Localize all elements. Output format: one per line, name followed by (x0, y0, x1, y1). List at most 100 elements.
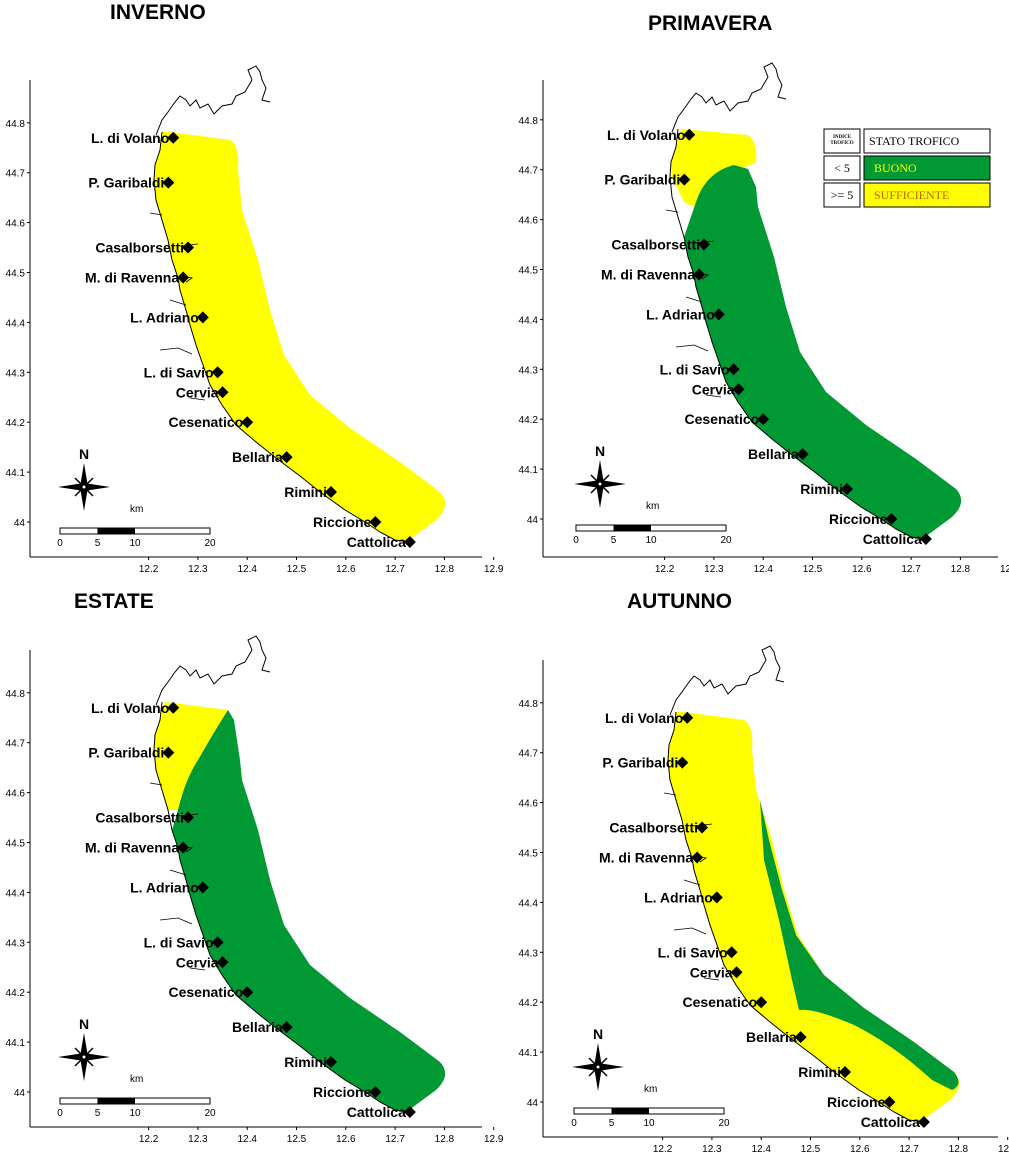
station-label: Cesenatico (168, 414, 243, 430)
diamond-icon (196, 881, 209, 894)
diamond-icon (917, 1115, 930, 1128)
diamond-icon (696, 821, 709, 834)
diamond-icon (369, 1086, 382, 1098)
y-tick-label: 44.4 (6, 318, 26, 329)
coastline-north (671, 62, 787, 133)
station-label: L. di Volano (607, 127, 685, 143)
station-marker: Cattolica (347, 534, 416, 550)
station-label: Casalborsetti (95, 810, 184, 826)
x-tick-label: 12.9 (1000, 564, 1009, 575)
y-tick-label: 44.4 (519, 898, 539, 909)
station-label: Bellaria (748, 446, 799, 462)
station-marker: Bellaria (748, 446, 809, 462)
diamond-icon (325, 1056, 338, 1069)
scale-tick-label: 20 (204, 538, 216, 549)
panel-autunno: AUTUNNO44.844.744.644.544.444.344.244.14… (519, 590, 1009, 1155)
y-tick-label: 44.1 (519, 465, 539, 476)
station-label: Cattolica (347, 534, 406, 550)
y-tick-label: 44.1 (6, 1038, 26, 1049)
scale-tick-label: 0 (571, 1118, 577, 1129)
river-inlet (683, 879, 701, 886)
station-label: L. di Savio (658, 944, 728, 960)
river-inlet (663, 792, 677, 796)
y-tick-label: 44.7 (519, 749, 539, 760)
zone-sufficiente-north (154, 702, 228, 810)
diamond-icon (885, 513, 898, 525)
legend-header-col1: INDICE (833, 135, 852, 140)
x-tick-label: 12.9 (484, 1134, 504, 1145)
scale-tick-label: 10 (129, 1108, 141, 1119)
station-label: Casalborsetti (95, 240, 184, 256)
station-label: P. Garibaldi (88, 175, 164, 191)
panel-inverno: INVERNO44.844.744.644.544.444.344.244.14… (6, 1, 504, 575)
station-label: Cervia (176, 954, 219, 970)
station-marker: Rimini (284, 484, 338, 500)
panel-title: INVERNO (110, 1, 206, 24)
station-marker: M. di Ravenna (599, 849, 704, 865)
station-marker: Bellaria (746, 1029, 807, 1045)
y-tick-label: 44.5 (6, 269, 26, 280)
station-marker: M. di Ravenna (85, 839, 190, 855)
diamond-icon (732, 383, 745, 396)
compass-center-icon (595, 1064, 601, 1070)
coastline-north (669, 645, 785, 716)
diamond-icon (182, 241, 195, 254)
station-marker: L. di Savio (144, 934, 224, 950)
river-inlet (189, 397, 206, 401)
diamond-icon (162, 746, 175, 759)
river-inlet (169, 869, 187, 876)
scale-unit: km (130, 504, 143, 515)
diamond-icon (167, 131, 180, 144)
diamond-icon (678, 173, 691, 186)
station-marker: Riccione (829, 511, 898, 527)
x-tick-label: 12.5 (287, 1134, 307, 1145)
map-area: L. di Volano P. Garibaldi Casalborsetti M. … (57, 635, 446, 1120)
station-label: Riccione (827, 1094, 886, 1110)
north-label: N (595, 443, 605, 459)
station-label: L. di Savio (144, 364, 214, 380)
station-label: M. di Ravenna (599, 849, 693, 865)
station-marker: L. di Savio (144, 364, 224, 380)
x-tick-label: 12.2 (655, 564, 675, 575)
legend-color-swatch (863, 182, 991, 208)
diamond-icon (196, 311, 209, 324)
coastline (669, 128, 927, 540)
zone-buono (684, 165, 962, 540)
station-label: L. di Volano (91, 130, 169, 146)
axes: 44.8 44.7 44.6 44.5 44.4 44.3 44.2 44.1 44 12.2 12… (519, 80, 1009, 575)
north-arrow: N (572, 1026, 624, 1091)
y-tick-label: 44.7 (6, 739, 26, 750)
station-marker: P. Garibaldi (602, 755, 689, 771)
y-tick-label: 44.3 (519, 948, 539, 959)
station-marker: Casalborsetti (95, 240, 195, 256)
coastline (153, 131, 411, 543)
diamond-icon (177, 271, 190, 284)
station-label: Cesenatico (682, 994, 757, 1010)
y-tick-label: 44.8 (6, 689, 26, 700)
scale-tick-label: 5 (611, 535, 617, 546)
diamond-icon (755, 996, 768, 1009)
scale-bar-segment (613, 525, 651, 531)
x-tick-label: 12.9 (998, 1144, 1009, 1155)
scale-tick-label: 5 (609, 1118, 615, 1129)
legend-label: BUONO (874, 161, 917, 175)
coastline-north (155, 635, 271, 706)
y-tick-label: 44.5 (519, 266, 539, 277)
x-tick-label: 12.5 (287, 564, 307, 575)
diamond-icon (919, 532, 932, 545)
north-label: N (593, 1026, 603, 1042)
station-marker: Cesenatico (168, 414, 254, 430)
station-marker: P. Garibaldi (604, 172, 691, 188)
zone-sufficiente-north (671, 129, 757, 207)
station-marker: L. di Volano (91, 700, 180, 716)
station-marker: M. di Ravenna (601, 266, 706, 282)
diamond-icon (839, 1066, 852, 1079)
station-marker: Casalborsetti (611, 237, 711, 253)
diamond-icon (841, 483, 854, 496)
y-tick-label: 44.8 (519, 116, 539, 127)
river-inlet (705, 394, 722, 398)
scale-bar: km 0 5 10 20 (57, 504, 216, 549)
diamond-icon (712, 308, 725, 321)
y-tick-label: 44.2 (519, 415, 539, 426)
zone-sufficiente (668, 712, 960, 1123)
